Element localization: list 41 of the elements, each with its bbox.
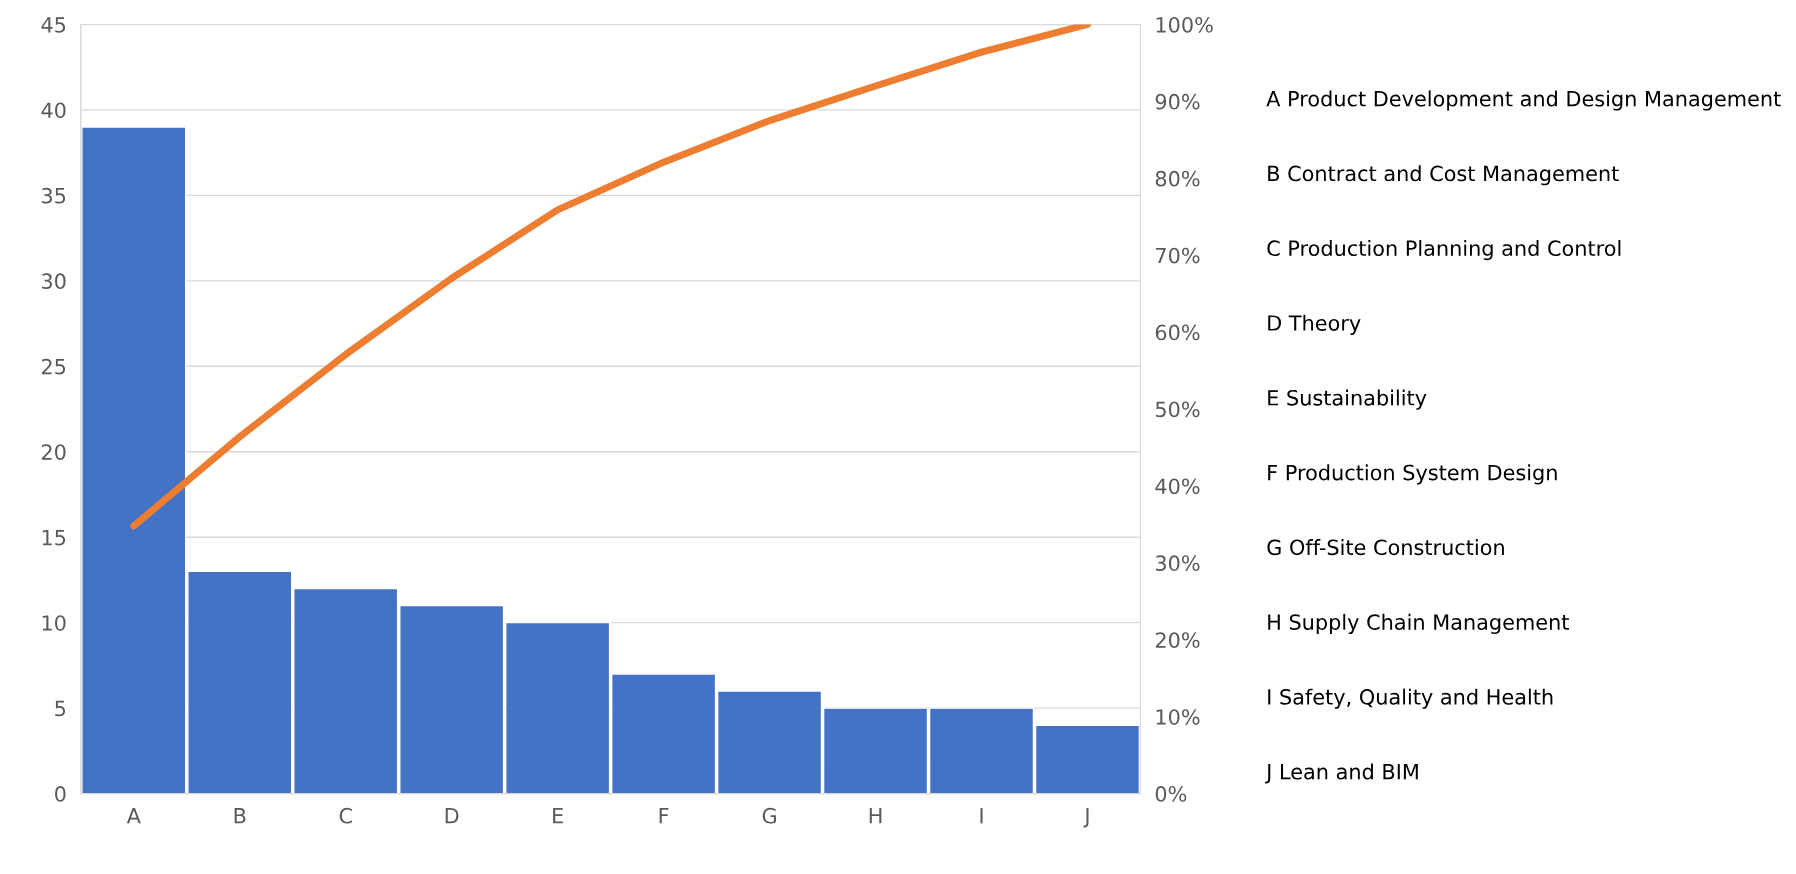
text: G Off-Site Construction <box>1267 539 1504 556</box>
y-tick-label: 5 <box>55 700 66 717</box>
y-tick-label: 30 <box>42 273 66 290</box>
x-tick-label: F <box>659 808 669 824</box>
y-tick-label: 45 <box>41 17 66 33</box>
text: D Theory <box>1268 314 1361 335</box>
y2-tick-label: 0% <box>1155 786 1187 802</box>
y-tick-label: 20 <box>41 444 66 460</box>
text: I Safety, Quality and Health <box>1268 688 1553 709</box>
text: A Product Development and Design Management <box>1266 90 1781 111</box>
y-tick-label: 25 <box>41 358 66 375</box>
y2-tick-label: 40% <box>1155 478 1200 495</box>
y-tick-label: 10 <box>42 615 66 631</box>
y2-tick-label: 90% <box>1155 93 1200 110</box>
y2-tick-label: 60% <box>1155 324 1200 341</box>
y2-tick-label: 50% <box>1155 401 1200 418</box>
x-tick-label: A <box>126 808 141 824</box>
y2-tick-label: 80% <box>1155 170 1200 187</box>
y2-tick-label: 10% <box>1156 709 1200 725</box>
text: C Production Planning and Control <box>1267 239 1621 261</box>
text: B Contract and Cost Management <box>1268 165 1619 186</box>
x-tick-label: E <box>553 808 563 824</box>
x-tick-label: J <box>1083 808 1089 828</box>
y-tick-label: 40 <box>41 102 66 119</box>
y-tick-label: 35 <box>42 187 66 204</box>
x-tick-label: B <box>234 808 246 824</box>
text: E Sustainability <box>1268 389 1427 410</box>
y-tick-label: 15 <box>42 529 66 546</box>
y-tick-label: 0 <box>55 786 66 802</box>
x-tick-label: H <box>869 808 882 824</box>
x-tick-label: C <box>339 807 352 824</box>
x-tick-label: I <box>980 808 983 824</box>
y2-tick-label: 30% <box>1155 555 1200 572</box>
y2-tick-label: 70% <box>1156 247 1200 264</box>
text: J Lean and BIM <box>1265 763 1418 784</box>
y2-tick-label: 100% <box>1156 16 1213 33</box>
x-tick-label: G <box>762 807 776 824</box>
x-tick-label: D <box>445 808 459 824</box>
text: H Supply Chain Management <box>1268 613 1569 635</box>
text: F Production System Design <box>1268 464 1557 485</box>
y2-tick-label: 20% <box>1155 632 1200 648</box>
